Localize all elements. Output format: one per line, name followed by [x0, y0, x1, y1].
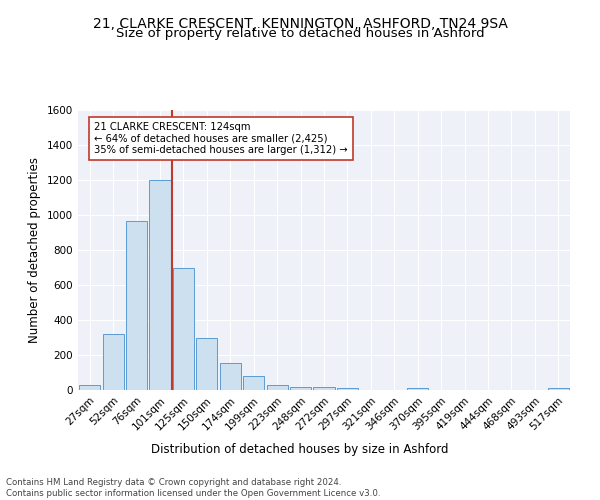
Bar — [173, 268, 194, 390]
Bar — [290, 388, 311, 390]
Bar — [103, 334, 124, 390]
Bar — [126, 221, 147, 390]
Bar — [548, 388, 569, 390]
Bar — [79, 386, 100, 390]
Bar — [149, 180, 170, 390]
Bar — [313, 388, 335, 390]
Bar — [243, 376, 264, 390]
Text: Contains HM Land Registry data © Crown copyright and database right 2024.
Contai: Contains HM Land Registry data © Crown c… — [6, 478, 380, 498]
Bar — [337, 388, 358, 390]
Text: 21 CLARKE CRESCENT: 124sqm
← 64% of detached houses are smaller (2,425)
35% of s: 21 CLARKE CRESCENT: 124sqm ← 64% of deta… — [94, 122, 348, 156]
Text: 21, CLARKE CRESCENT, KENNINGTON, ASHFORD, TN24 9SA: 21, CLARKE CRESCENT, KENNINGTON, ASHFORD… — [92, 18, 508, 32]
Text: Size of property relative to detached houses in Ashford: Size of property relative to detached ho… — [116, 28, 484, 40]
Y-axis label: Number of detached properties: Number of detached properties — [28, 157, 41, 343]
Bar — [196, 338, 217, 390]
Bar — [407, 388, 428, 390]
Text: Distribution of detached houses by size in Ashford: Distribution of detached houses by size … — [151, 442, 449, 456]
Bar — [220, 363, 241, 390]
Bar — [266, 386, 287, 390]
